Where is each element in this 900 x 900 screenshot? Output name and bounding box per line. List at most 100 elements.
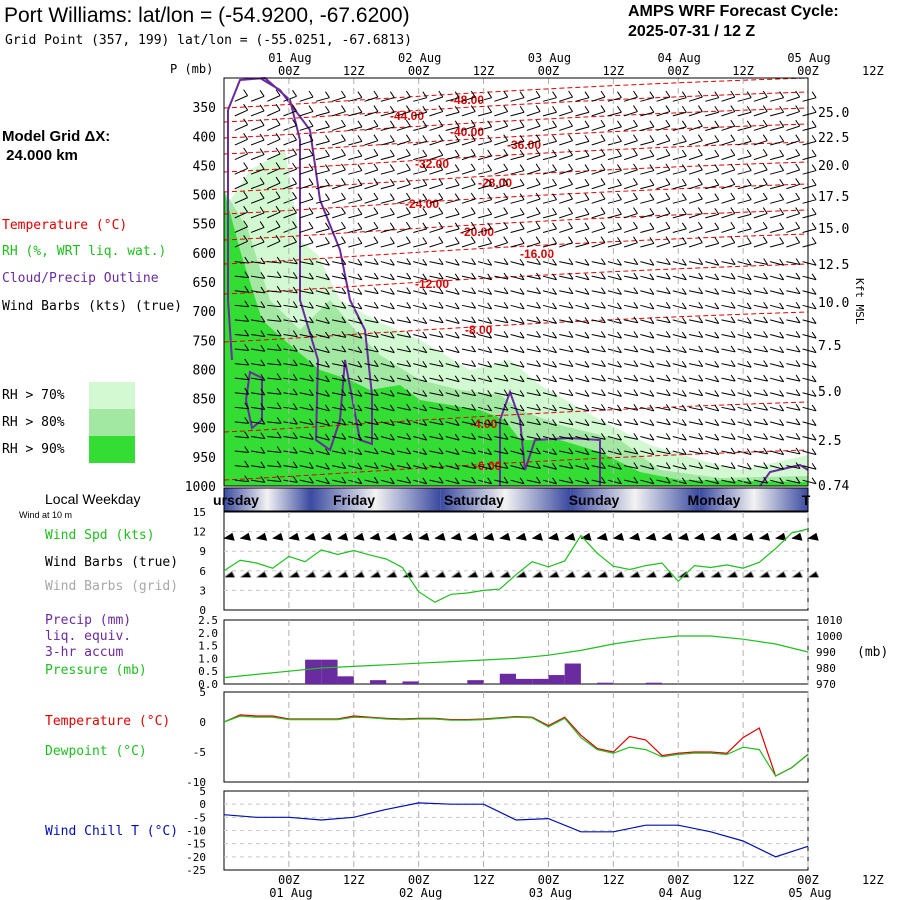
wind-barb [526,476,541,484]
surface-barb-true [434,532,446,541]
wind-barb [461,331,477,338]
precip-label: Precip (mm) [45,613,132,628]
wind-barb [656,148,671,161]
surface-barb-grid [742,570,755,578]
wind-barb [299,221,314,233]
top-hour-label: 00Z [667,64,689,78]
wind-barb [623,207,638,219]
wind-barb [267,103,281,117]
wind-barb [315,375,330,383]
wind-barb [413,273,428,281]
wind-barb [364,331,379,338]
wind-barb [267,373,282,381]
wind-barb [267,402,282,410]
model-grid-value: 24.000 km [2,147,78,164]
wind-barb [575,273,590,281]
wind-barb [396,148,411,161]
wind-barb [429,119,444,131]
wind-barb [494,207,509,219]
wind-barb [802,273,817,281]
wind-barb [786,447,801,455]
wind-barb [753,345,769,353]
wind-barb [559,148,573,161]
wind-barb [380,222,395,233]
wind-barb [607,404,622,412]
wind-barb [656,433,671,440]
model-grid-label: Model Grid ΔX: [2,128,111,145]
wind-barb [461,403,477,411]
wind-barb [737,302,752,310]
wind-barb [234,417,250,424]
wind-barb [364,221,379,233]
wind-barb [510,164,525,175]
wind-barb [494,221,509,233]
wind-barb [721,476,736,484]
height-tick-label: 0.74 [818,479,849,494]
wind-barb [429,134,444,146]
wind-barb [315,462,330,470]
wind-barb [559,272,574,280]
wind-barb [802,462,817,470]
wind-barb [315,105,330,117]
bottom-hour-label: 00Z [278,873,300,887]
wind-barb [624,389,639,397]
wind-barb [640,149,655,161]
wind-barb [380,433,395,441]
wind-barb [672,207,687,219]
wind-barb [510,193,525,204]
wind-barb [283,403,298,410]
legend-cloud: Cloud/Precip Outline [2,271,159,286]
isotherm-line [223,183,809,215]
wind-barb [413,419,428,426]
wind-barb [688,316,704,324]
wind-barb [250,257,266,265]
wind-barb [494,258,509,266]
wind-barb [510,477,525,485]
wind-barb [542,433,557,441]
wind-barb [234,329,250,337]
wind-barb [721,301,736,309]
wind-barb [429,163,444,175]
wind-barb [510,433,525,441]
wind-barb [737,164,752,175]
surface-barb-grid [223,570,236,578]
isotherm-line [223,123,809,155]
legend-rh: RH (%, WRT liq. wat.) [2,244,167,259]
wind-barb [591,236,606,248]
precip-accum-label: 3-hr accum [45,645,124,660]
wind-barb [315,477,330,485]
wind-barb [396,433,412,440]
wind-barb [607,120,622,131]
wind-barb [526,418,541,426]
wind-barb [380,419,395,426]
wind-barb [526,433,541,440]
wind-barb [478,120,493,131]
precip-bar [467,680,484,684]
wind-barb [753,163,768,175]
wind-barb [526,105,541,117]
wind-barb [575,288,590,295]
wind-barb [705,288,720,295]
precip-bar [337,676,354,684]
wind-barb [348,375,363,383]
wind-barb [753,272,769,280]
wind-barb [640,317,655,324]
wind-barb [688,221,703,233]
wind-barb [721,236,736,248]
wind-barb [559,105,573,117]
wind-barb [364,447,379,455]
wind-barb [510,317,525,324]
isotherm-label: -40.00 [450,125,484,139]
wind-barbs [234,89,817,485]
surface-barb-grid [694,570,706,578]
wind-barb [705,222,720,233]
wind-barb [623,134,638,146]
wind-barb [396,462,412,470]
wind-barb [640,346,655,354]
wind-barb [510,390,525,397]
wind-barb [737,178,752,190]
wind-barb [591,462,606,470]
surface-barb-grid [450,570,463,578]
wind-barb [348,149,363,161]
wind-barb [705,135,720,146]
